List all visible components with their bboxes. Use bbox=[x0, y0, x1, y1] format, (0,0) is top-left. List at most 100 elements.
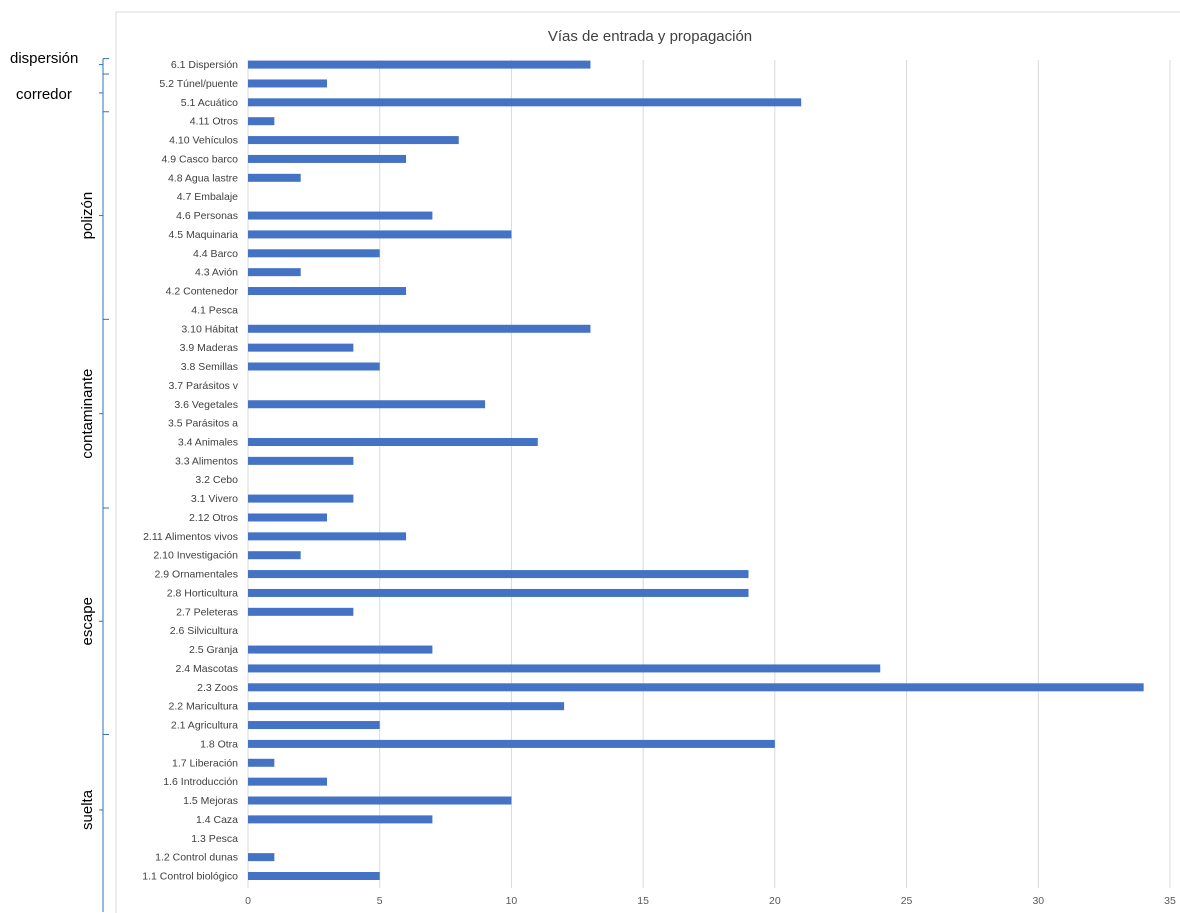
category-label: 1.5 Mejoras bbox=[183, 795, 238, 807]
bar bbox=[248, 136, 459, 145]
x-tick-label: 20 bbox=[769, 895, 781, 907]
bar bbox=[248, 853, 275, 862]
category-label: 2.3 Zoos bbox=[197, 682, 238, 694]
group-label: dispersión bbox=[10, 50, 78, 67]
bar bbox=[248, 324, 591, 333]
bar bbox=[248, 79, 328, 88]
category-label: 3.1 Vivero bbox=[191, 493, 238, 505]
bar bbox=[248, 230, 512, 239]
x-tick-label: 15 bbox=[637, 895, 649, 907]
category-label: 2.6 Silvicultura bbox=[170, 625, 238, 637]
bar bbox=[248, 211, 433, 220]
category-labels: 1.1 Control biológico 1.2 Control dunas 1.… bbox=[142, 59, 238, 882]
category-label: 1.3 Pesca bbox=[191, 833, 238, 845]
category-label: 3.5 Parásitos a bbox=[168, 418, 238, 430]
category-label: 1.6 Introducción bbox=[163, 776, 238, 788]
category-label: 4.9 Casco barco bbox=[162, 153, 239, 165]
category-label: 3.8 Semillas bbox=[181, 361, 238, 373]
category-label: 2.12 Otros bbox=[189, 512, 238, 524]
bar bbox=[248, 249, 380, 258]
category-label: 3.9 Maderas bbox=[180, 342, 238, 354]
gridlines bbox=[247, 60, 1171, 888]
category-label: 4.4 Barco bbox=[193, 248, 238, 260]
category-label: 5.1 Acuático bbox=[181, 97, 238, 109]
category-label: 4.8 Agua lastre bbox=[168, 172, 238, 184]
bar bbox=[248, 400, 486, 409]
category-label: 1.7 Liberación bbox=[172, 757, 238, 769]
category-label: 2.1 Agricultura bbox=[171, 720, 238, 732]
bar bbox=[248, 98, 802, 107]
category-label: 4.2 Contenedor bbox=[166, 286, 239, 298]
category-label: 2.4 Mascotas bbox=[176, 663, 238, 675]
category-label: 1.1 Control biológico bbox=[142, 871, 238, 883]
bar bbox=[248, 588, 749, 597]
bar bbox=[248, 437, 538, 446]
bar bbox=[248, 796, 512, 805]
bar bbox=[248, 607, 354, 616]
bar bbox=[248, 154, 407, 163]
x-tick-label: 25 bbox=[901, 895, 913, 907]
bar bbox=[248, 456, 354, 465]
category-label: 4.10 Vehículos bbox=[169, 135, 238, 147]
bar bbox=[248, 702, 565, 711]
bar bbox=[248, 362, 380, 371]
bar bbox=[248, 513, 328, 522]
category-label: 3.6 Vegetales bbox=[174, 399, 238, 411]
category-label: 3.4 Animales bbox=[178, 436, 238, 448]
group-label: contaminante bbox=[79, 369, 96, 459]
category-label: 4.1 Pesca bbox=[191, 304, 238, 316]
x-tick-label: 0 bbox=[245, 895, 251, 907]
bar bbox=[248, 815, 433, 824]
category-label: 2.7 Peleteras bbox=[176, 606, 238, 618]
category-label: 2.8 Horticultura bbox=[167, 587, 238, 599]
bar bbox=[248, 494, 354, 503]
category-label: 4.11 Otros bbox=[190, 116, 238, 128]
x-tick-label: 5 bbox=[377, 895, 383, 907]
category-label: 5.2 Túnel/puente bbox=[159, 78, 238, 90]
x-tick-label: 35 bbox=[1164, 895, 1176, 907]
category-label: 3.3 Alimentos bbox=[175, 455, 238, 467]
group-label: polizón bbox=[79, 192, 96, 240]
bar bbox=[248, 683, 1144, 692]
bar bbox=[248, 664, 881, 673]
x-axis-tick-labels: 0 5 10 15 20 25 30 35 bbox=[245, 895, 1176, 907]
category-label: 1.4 Caza bbox=[196, 814, 238, 826]
bar bbox=[248, 721, 380, 730]
x-tick-label: 10 bbox=[506, 895, 518, 907]
bar bbox=[248, 343, 354, 352]
category-label: 4.5 Maquinaria bbox=[169, 229, 239, 241]
category-label: 1.2 Control dunas bbox=[155, 852, 238, 864]
bars bbox=[248, 60, 1144, 880]
x-tick-label: 30 bbox=[1032, 895, 1044, 907]
bar bbox=[248, 551, 301, 560]
bar bbox=[248, 758, 275, 767]
bar bbox=[248, 570, 749, 579]
chart-title: Vías de entrada y propagación bbox=[548, 28, 752, 45]
group-label: suelta bbox=[79, 789, 96, 830]
category-label: 6.1 Dispersión bbox=[171, 59, 238, 71]
category-label: 2.2 Maricultura bbox=[169, 701, 239, 713]
bar bbox=[248, 645, 433, 654]
category-label: 4.6 Personas bbox=[176, 210, 238, 222]
bar bbox=[248, 872, 380, 880]
category-label: 2.9 Ornamentales bbox=[155, 569, 238, 581]
bar bbox=[248, 60, 591, 69]
category-label: 3.7 Parásitos v bbox=[169, 380, 239, 392]
group-label: corredor bbox=[16, 86, 72, 103]
category-label: 2.5 Granja bbox=[189, 644, 238, 656]
bar bbox=[248, 268, 301, 277]
category-label: 4.7 Embalaje bbox=[177, 191, 238, 203]
category-label: 1.8 Otra bbox=[200, 738, 238, 750]
category-label: 3.10 Hábitat bbox=[181, 323, 238, 335]
bar bbox=[248, 287, 407, 296]
bar bbox=[248, 117, 275, 126]
category-label: 2.11 Alimentos vivos bbox=[143, 531, 238, 543]
bar bbox=[248, 173, 301, 182]
bar bbox=[248, 777, 328, 786]
group-brackets: suelta escape contaminante polizón corredor d… bbox=[10, 50, 109, 912]
bar bbox=[248, 739, 775, 748]
category-label: 3.2 Cebo bbox=[195, 474, 238, 486]
category-label: 2.10 Investigación bbox=[153, 550, 238, 562]
bar bbox=[248, 532, 407, 541]
